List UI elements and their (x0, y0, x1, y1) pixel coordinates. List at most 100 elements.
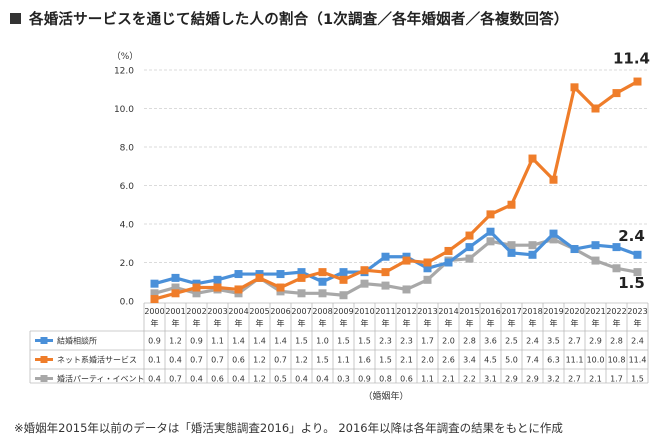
x-tick-suffix: 年 (613, 318, 621, 328)
data-table-cell: 1.2 (253, 356, 266, 365)
x-tick-label: 2000 (144, 307, 164, 316)
x-tick-label: 2017 (501, 307, 521, 316)
data-table-cell: 2.9 (589, 337, 602, 346)
data-table-cell: 1.5 (316, 356, 329, 365)
data-table-cell: 2.4 (526, 337, 539, 346)
data-table-cell: 0.5 (274, 375, 287, 384)
data-point (549, 175, 558, 184)
chart-title: 各婚活サービスを通じて結婚した人の割合（1次調査／各年婚姻者／各複数回答） (29, 12, 569, 28)
data-point (297, 268, 306, 277)
x-tick-label: 2003 (207, 307, 227, 316)
footnote: ※婚姻年2015年以前のデータは「婚活実態調査2016」より。 2016年以降は… (14, 421, 563, 435)
x-tick-suffix: 年 (340, 318, 348, 328)
x-tick-suffix: 年 (571, 318, 579, 328)
data-table-cell: 2.8 (610, 337, 623, 346)
x-tick-label: 2001 (165, 307, 185, 316)
data-table-cell: 0.6 (211, 375, 224, 384)
x-tick-label: 2016 (480, 307, 500, 316)
data-point (381, 281, 390, 290)
x-tick-label: 2015 (459, 307, 479, 316)
data-point (171, 289, 180, 298)
data-table-cell: 0.7 (211, 356, 224, 365)
y-tick-label: 0.0 (120, 298, 135, 308)
x-tick-suffix: 年 (277, 318, 285, 328)
series-line (154, 80, 639, 301)
data-table-cell: 0.4 (316, 375, 329, 384)
data-point (465, 231, 474, 240)
data-table-cell: 1.0 (316, 337, 329, 346)
data-point (276, 270, 285, 279)
data-point (171, 273, 180, 282)
x-tick-label: 2012 (396, 307, 416, 316)
chart-title-row: 各婚活サービスを通じて結婚した人の割合（1次調査／各年婚姻者／各複数回答） (10, 8, 569, 29)
data-point (423, 275, 432, 284)
x-tick-label: 2014 (438, 307, 458, 316)
data-table-cell: 1.6 (358, 356, 371, 365)
data-table-cell: 2.9 (505, 375, 518, 384)
data-table-cell: 2.4 (631, 337, 644, 346)
x-tick-suffix: 年 (382, 318, 390, 328)
data-table-cell: 3.6 (484, 337, 497, 346)
data-point (444, 246, 453, 255)
data-point (591, 104, 600, 113)
data-table-cell: 0.7 (274, 356, 287, 365)
x-tick-suffix: 年 (235, 318, 243, 328)
data-table-cell: 1.2 (253, 375, 266, 384)
series-line (154, 230, 639, 286)
data-point (402, 285, 411, 294)
data-table-cell: 2.1 (442, 375, 455, 384)
data-table-cell: 3.5 (547, 337, 560, 346)
data-table-cell: 1.2 (169, 337, 182, 346)
data-point (297, 289, 306, 298)
data-point (612, 89, 621, 98)
data-point (528, 250, 537, 259)
data-point (150, 279, 159, 288)
data-table-cell: 10.0 (587, 356, 605, 365)
data-point (444, 258, 453, 267)
data-point (507, 248, 516, 257)
data-table-cell: 1.1 (421, 375, 434, 384)
data-table-cell: 1.4 (253, 337, 266, 346)
data-table-cell: 2.7 (568, 337, 581, 346)
x-tick-label: 2019 (543, 307, 563, 316)
data-point (549, 235, 558, 244)
legend-label: ネット系婚活サービス (57, 355, 137, 365)
legend-marker (40, 356, 48, 363)
legend-label: 結婚相談所 (57, 336, 97, 346)
x-tick-suffix: 年 (256, 318, 264, 328)
x-tick-suffix: 年 (403, 318, 411, 328)
x-tick-label: 2009 (333, 307, 353, 316)
data-table-cell: 0.9 (148, 337, 161, 346)
x-tick-suffix: 年 (193, 318, 201, 328)
data-table-cell: 2.9 (526, 375, 539, 384)
data-table-cell: 1.5 (379, 356, 392, 365)
x-tick-suffix: 年 (172, 318, 180, 328)
data-table-cell: 11.4 (629, 356, 647, 365)
data-point (360, 266, 369, 275)
data-point (402, 256, 411, 265)
data-table-cell: 1.5 (295, 337, 308, 346)
x-tick-label: 2010 (354, 307, 374, 316)
data-point (633, 250, 642, 259)
data-point (633, 268, 642, 277)
data-table-cell: 1.1 (211, 337, 224, 346)
x-tick-suffix: 年 (634, 318, 642, 328)
data-table-cell: 3.1 (484, 375, 497, 384)
data-table-cell: 1.4 (232, 337, 245, 346)
data-table-cell: 1.1 (337, 356, 350, 365)
data-table-cell: 3.4 (463, 356, 476, 365)
x-tick-label: 2011 (375, 307, 395, 316)
data-table-cell: 2.0 (421, 356, 434, 365)
data-point (381, 252, 390, 261)
data-point (465, 243, 474, 252)
data-point (528, 154, 537, 163)
end-value-label: 2.4 (618, 227, 645, 245)
x-tick-suffix: 年 (550, 318, 558, 328)
x-tick-suffix: 年 (487, 318, 495, 328)
data-table-cell: 4.5 (484, 356, 497, 365)
data-table-cell: 1.5 (631, 375, 644, 384)
x-tick-label: 2021 (585, 307, 605, 316)
data-table-cell: 2.3 (400, 337, 413, 346)
data-point (171, 283, 180, 292)
data-table-cell: 1.7 (421, 337, 434, 346)
